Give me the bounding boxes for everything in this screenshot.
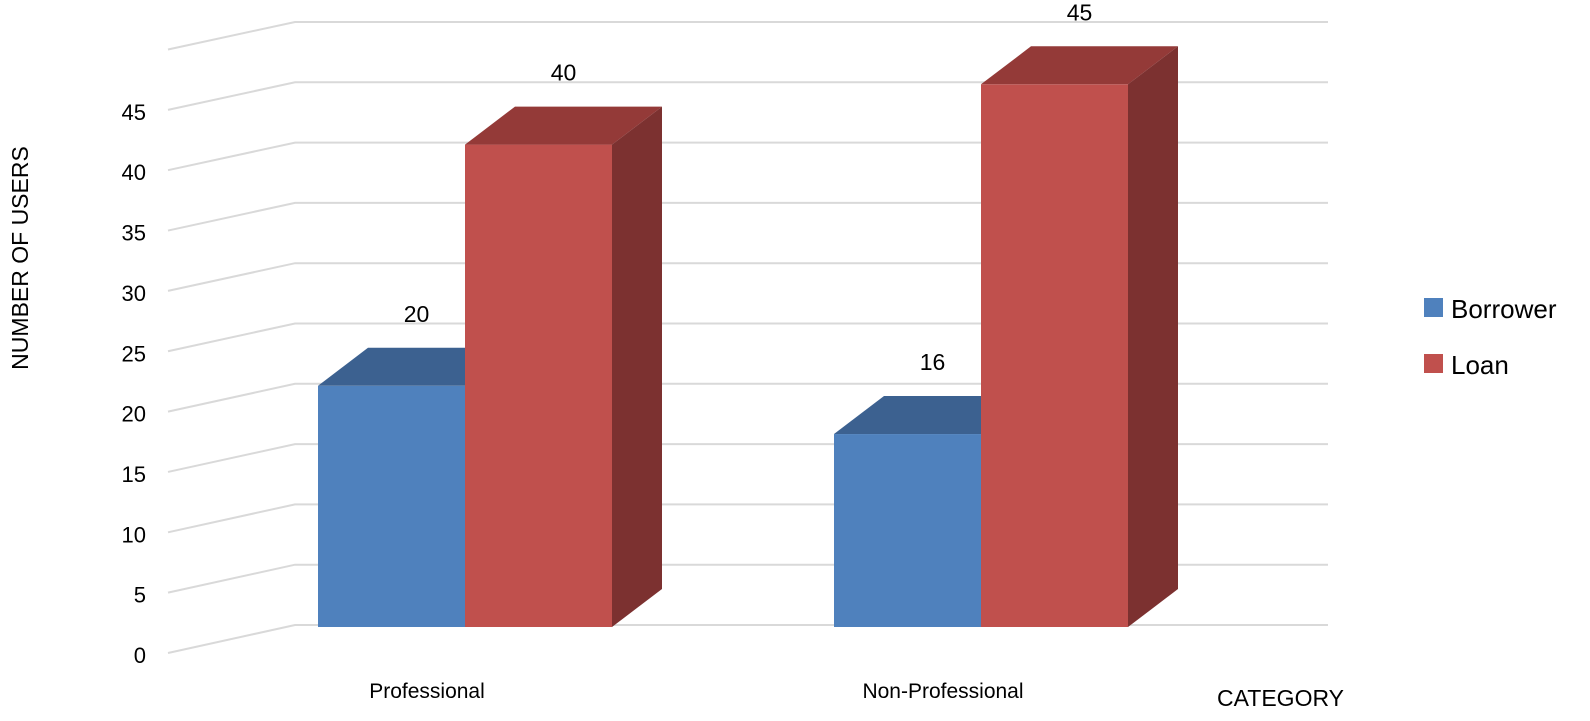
x-axis-title: CATEGORY — [1217, 685, 1344, 711]
bar-top — [981, 46, 1178, 85]
bar-loan — [981, 46, 1178, 628]
y-tick-label: 15 — [122, 462, 146, 487]
legend-item: Borrower — [1424, 294, 1557, 324]
y-axis-title: NUMBER OF USERS — [7, 146, 33, 370]
data-label: 40 — [551, 60, 577, 86]
bar-front — [981, 84, 1128, 628]
y-tick-label: 35 — [122, 221, 146, 246]
y-tick-label: 0 — [134, 643, 146, 668]
y-tick-label: 10 — [122, 522, 146, 547]
legend-item: Loan — [1424, 350, 1509, 380]
x-axis-ticks: Professional Non-Professional — [369, 680, 1023, 703]
legend-swatch — [1424, 354, 1443, 373]
y-tick-label: 5 — [134, 583, 146, 608]
bar-front — [465, 144, 612, 627]
data-label: 20 — [404, 301, 430, 327]
legend: Borrower Loan — [1424, 294, 1557, 380]
y-tick-label: 20 — [122, 402, 146, 427]
data-labels: 20 40 16 45 — [404, 0, 1093, 375]
x-tick-label: Professional — [369, 680, 485, 703]
bar-front — [318, 385, 465, 627]
gridline — [167, 21, 1328, 51]
data-label: 45 — [1067, 0, 1093, 25]
y-tick-label: 40 — [122, 160, 146, 185]
bar-top — [465, 106, 662, 145]
data-label: 16 — [920, 349, 946, 375]
y-tick-label: 45 — [122, 100, 146, 125]
legend-label: Loan — [1451, 350, 1509, 380]
y-axis-ticks: 0 5 10 15 20 25 30 35 40 45 — [122, 100, 146, 668]
legend-swatch — [1424, 298, 1443, 317]
bars — [318, 46, 1178, 628]
bar-loan — [465, 106, 662, 628]
bar-side — [612, 106, 662, 628]
y-tick-label: 25 — [122, 341, 146, 366]
legend-label: Borrower — [1451, 294, 1557, 324]
x-tick-label: Non-Professional — [862, 680, 1023, 703]
bar-borrower — [318, 347, 515, 627]
bar-side — [1128, 46, 1178, 628]
y-tick-label: 30 — [122, 281, 146, 306]
gridline — [167, 624, 1328, 654]
bar-front — [834, 434, 981, 627]
